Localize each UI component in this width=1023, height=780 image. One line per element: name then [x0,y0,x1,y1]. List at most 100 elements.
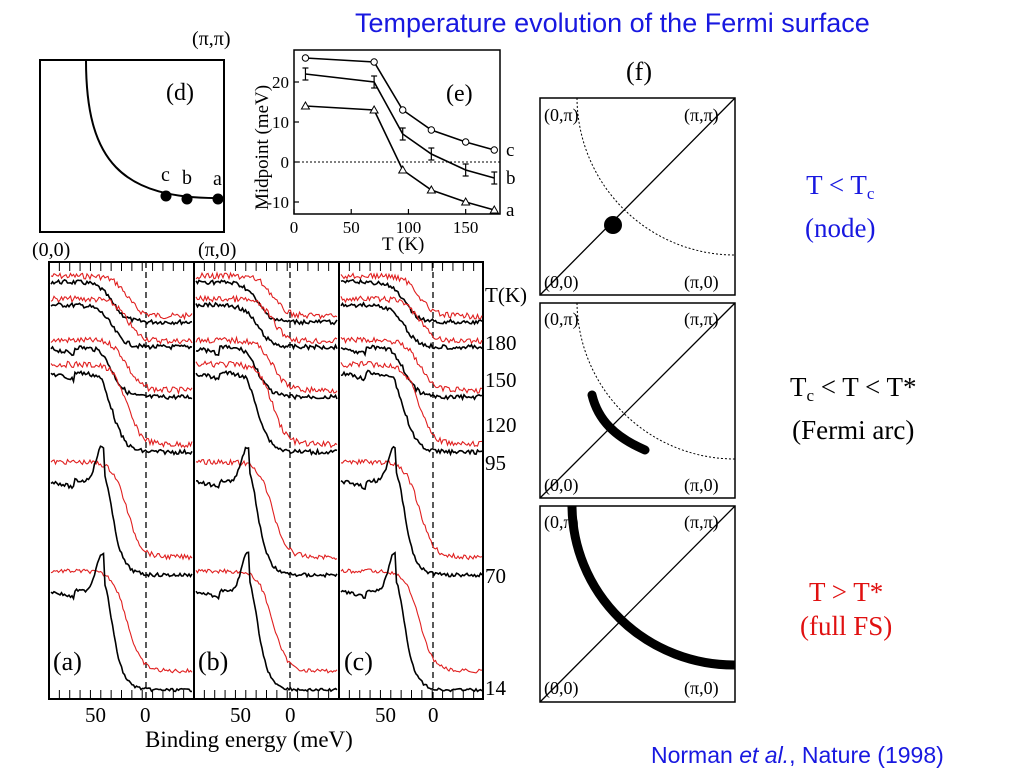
x-tick-label: 100 [396,218,422,237]
temperature-header: T(K) [485,283,527,307]
data-point [300,100,311,110]
regime-text: < T < T* [814,372,917,402]
spectra-panels: (a) (b) (c) T(K) 180 150 120 95 70 14 50… [48,261,527,752]
regime-full-line1: T > T* [809,577,884,607]
spectrum-curve [50,552,193,693]
spectrum-curve [195,271,338,320]
spectrum-curve [340,301,483,351]
spectrum-curve [195,458,338,561]
spectrum-curve [195,301,338,352]
regime-subscript: c [866,184,875,203]
corner-label: (π,π) [684,105,719,126]
panel-d-point-b [181,193,193,205]
spectrum-curve [195,294,338,344]
panel-d-label: (d) [166,80,194,106]
corner-label: (0,π) [544,512,579,533]
spectrum-curve [195,369,338,456]
fermi-box-node: (0,π) (π,π) (0,0) (π,0) [539,97,736,296]
zone-diagonal [539,97,736,296]
corner-label: (π,0) [684,272,719,293]
regime-text: T [790,372,807,402]
spectrum-curve [340,272,483,320]
spectrum-curve [195,551,338,693]
spectrum-curve [195,360,338,449]
data-point [490,146,498,154]
spectrum-curve [195,335,338,394]
series-label-c: c [506,140,514,161]
spectrum-curve [340,360,483,447]
zone-diagonal [539,302,736,499]
data-point [460,196,471,206]
temperature-label: 180 [485,331,517,355]
panel-d-point-c [160,190,172,202]
xtick-label: 0 [428,703,439,727]
spectrum-curve [340,551,483,693]
spectrum-curve [195,446,338,579]
corner-label: (0,0) [544,272,579,293]
spectra-label-c: (c) [344,647,373,676]
y-tick-label: 0 [281,153,290,172]
corner-label: (π,0) [684,678,719,699]
zone-diagonal [539,505,736,703]
xtick-label: 50 [375,703,396,727]
regime-full-line2: (full FS) [800,611,893,641]
panel-d-corner-pi-0: (π,0) [198,239,236,261]
spectrum-curve [50,294,193,345]
spectrum-curve [50,458,193,561]
xtick-label: 0 [285,703,296,727]
temperature-label: 150 [485,368,517,392]
regime-arc: Tc < T < T* (Fermi arc) [790,370,917,447]
xtick-label: 0 [140,703,151,727]
fermi-surface-dotted [576,97,736,256]
temperature-label: 95 [485,451,506,475]
fermi-box-frame [539,302,736,499]
regime-subscript: c [806,386,815,405]
spectrum-curve [195,568,338,674]
xtick-label: 50 [85,703,106,727]
x-tick-label: 0 [290,218,299,237]
data-point [397,164,408,174]
panel-e-chart: (e) T (K) Midpoint (meV) 0 50 100 150-10010… [252,49,516,255]
panel-d-corner-origin: (0,0) [32,239,70,261]
panel-d-point-c-label: c [161,164,170,186]
y-tick-label: -10 [266,193,289,212]
spectrum-curve [50,568,193,674]
spectrum-curve [340,568,483,674]
data-point [489,204,500,214]
spectra-label-a: (a) [53,647,82,676]
spectrum-curve [50,272,193,321]
spectrum-curve [50,336,193,396]
regime-full: T > T* (full FS) [800,575,892,643]
regime-arc-line2: (Fermi arc) [792,415,915,445]
spectrum-curve [50,370,193,456]
spectra-xlabel: Binding energy (meV) [145,727,353,752]
spectrum-curve [340,336,483,394]
y-tick-label: 20 [272,73,289,92]
full-fermi-surface [567,505,736,670]
temperature-label: 120 [485,413,517,437]
regime-arc-line1: Tc < T < T* [790,370,917,413]
corner-label: (0,0) [544,475,579,496]
fermi-box-frame [539,505,736,703]
spectrum-curve [340,445,483,578]
spectrum-curve [195,344,338,401]
node-point [604,216,622,234]
series-line-c [305,57,495,151]
panel-d-point-a-label: a [213,168,222,190]
panel-d-frame [39,59,225,233]
x-tick-label: 150 [453,218,479,237]
xtick-label: 50 [230,703,251,727]
panel-e-ylabel: Midpoint (meV) [252,85,273,210]
regime-node: T < Tc (node) [805,168,875,245]
spectrum-curve [340,369,483,457]
temperature-label: 14 [485,676,507,700]
y-tick-label: 10 [272,113,289,132]
data-point [370,58,378,66]
spectrum-curve [195,279,338,326]
data-point [461,138,470,146]
corner-label: (0,0) [544,678,579,699]
panel-f-label: (f) [626,57,652,86]
regime-node-line2: (node) [805,213,876,243]
spectrum-curve [340,278,483,326]
